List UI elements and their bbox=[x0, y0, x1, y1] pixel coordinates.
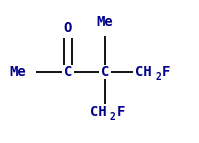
Text: O: O bbox=[64, 21, 72, 35]
Text: C: C bbox=[64, 65, 72, 79]
Text: F: F bbox=[117, 105, 125, 119]
Text: Me: Me bbox=[97, 15, 113, 29]
Text: CH: CH bbox=[135, 65, 152, 79]
Text: CH: CH bbox=[90, 105, 107, 119]
Text: 2: 2 bbox=[155, 72, 161, 82]
Text: 2: 2 bbox=[110, 112, 116, 122]
Text: F: F bbox=[162, 65, 170, 79]
Text: C: C bbox=[101, 65, 109, 79]
Text: Me: Me bbox=[10, 65, 26, 79]
